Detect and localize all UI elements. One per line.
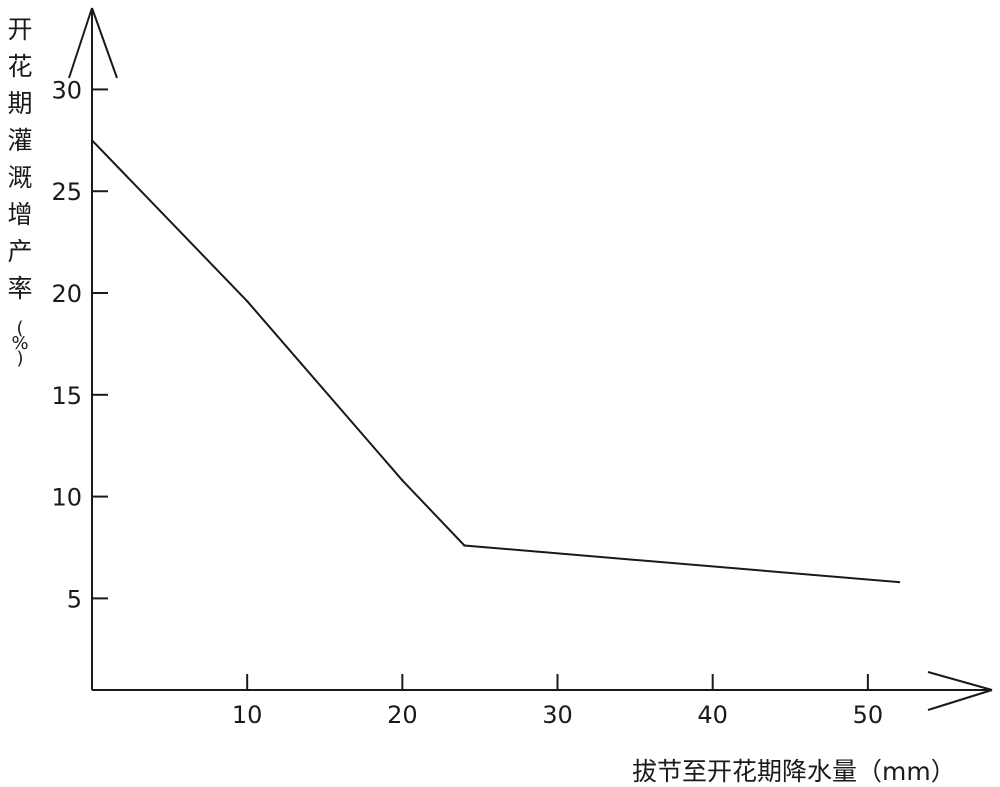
x-tick-label-30: 30 — [542, 701, 573, 729]
y-axis-arrow-left — [68, 7, 93, 79]
x-axis-title: 拔节至开花期降水量（mm） — [632, 757, 956, 786]
y-axis-arrow-right — [91, 7, 118, 79]
series — [90, 139, 901, 584]
x-tick-label-10: 10 — [232, 701, 263, 729]
y-tick-label-15: 15 — [51, 382, 82, 410]
y-tick-label-20: 20 — [51, 280, 82, 308]
x-tick-label-50: 50 — [853, 701, 884, 729]
y-tick-label-25: 25 — [51, 178, 82, 206]
x-tick-label-40: 40 — [697, 701, 728, 729]
x-axis-arrow-upper — [927, 671, 993, 691]
x-axis-arrow-lower — [927, 689, 993, 711]
y-axis-title: 开花期灌溉增产率(%) — [7, 15, 32, 369]
y-tick-label-10: 10 — [51, 484, 82, 512]
y-tick-label-5: 5 — [67, 585, 82, 613]
y-ticks: 5 10 15 20 25 30 — [51, 76, 108, 613]
y-tick-label-30: 30 — [51, 76, 82, 104]
data-point-0-4 — [897, 580, 901, 584]
data-point-0-0 — [90, 139, 94, 142]
x-ticks: 10 20 30 40 50 — [232, 674, 883, 729]
data-point-0-2 — [401, 479, 404, 482]
series-line-0 — [91, 139, 899, 584]
data-point-0-1 — [245, 299, 249, 303]
data-point-0-3 — [463, 544, 466, 547]
axes — [68, 7, 993, 711]
x-tick-label-20: 20 — [387, 701, 418, 729]
